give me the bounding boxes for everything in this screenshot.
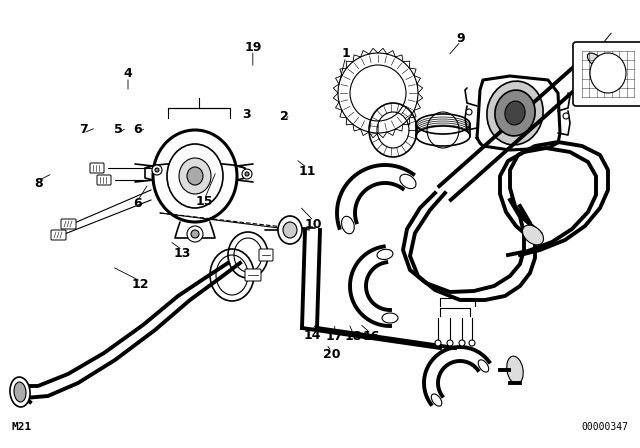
Circle shape: [245, 172, 249, 176]
Text: 14: 14: [303, 328, 321, 342]
Text: 3: 3: [242, 108, 251, 121]
Text: 17: 17: [326, 330, 344, 344]
Text: 11: 11: [298, 164, 316, 178]
Ellipse shape: [588, 53, 603, 67]
FancyBboxPatch shape: [573, 42, 640, 106]
Text: 4: 4: [124, 67, 132, 81]
Ellipse shape: [153, 130, 237, 222]
Circle shape: [435, 340, 441, 346]
Circle shape: [469, 340, 475, 346]
Text: 10: 10: [305, 217, 323, 231]
Circle shape: [155, 168, 159, 172]
Text: 2: 2: [280, 110, 289, 123]
Ellipse shape: [507, 356, 524, 384]
FancyBboxPatch shape: [90, 163, 104, 173]
Ellipse shape: [187, 167, 203, 185]
Ellipse shape: [10, 377, 30, 407]
FancyBboxPatch shape: [245, 269, 261, 281]
Text: 5: 5: [114, 123, 123, 137]
Text: 9: 9: [456, 31, 465, 45]
Text: 00000347: 00000347: [581, 422, 628, 432]
Text: 12: 12: [132, 278, 150, 291]
Text: 1: 1: [341, 47, 350, 60]
FancyBboxPatch shape: [259, 249, 273, 261]
Ellipse shape: [283, 222, 297, 238]
Text: 13: 13: [173, 246, 191, 260]
Ellipse shape: [590, 53, 626, 93]
Circle shape: [152, 165, 162, 175]
Ellipse shape: [522, 225, 543, 245]
Ellipse shape: [495, 90, 535, 136]
Circle shape: [466, 109, 472, 115]
Ellipse shape: [179, 158, 211, 194]
Text: 20: 20: [323, 348, 340, 362]
FancyBboxPatch shape: [97, 175, 111, 185]
Text: 16: 16: [362, 330, 380, 344]
Circle shape: [563, 113, 569, 119]
Text: 15: 15: [196, 195, 214, 208]
Ellipse shape: [505, 101, 525, 125]
Circle shape: [447, 340, 453, 346]
Circle shape: [187, 226, 203, 242]
Text: 19: 19: [244, 40, 262, 54]
Text: 8: 8: [34, 177, 43, 190]
FancyBboxPatch shape: [51, 230, 66, 240]
Text: M21: M21: [12, 422, 32, 432]
Ellipse shape: [487, 81, 543, 145]
Circle shape: [191, 230, 199, 238]
Ellipse shape: [167, 144, 223, 208]
Text: 18: 18: [344, 330, 362, 344]
Text: 6: 6: [133, 197, 142, 211]
Ellipse shape: [14, 382, 26, 402]
Text: 7: 7: [79, 123, 88, 137]
Ellipse shape: [278, 216, 302, 244]
FancyBboxPatch shape: [61, 219, 76, 229]
Circle shape: [242, 169, 252, 179]
Circle shape: [459, 340, 465, 346]
Text: 6: 6: [133, 123, 142, 137]
